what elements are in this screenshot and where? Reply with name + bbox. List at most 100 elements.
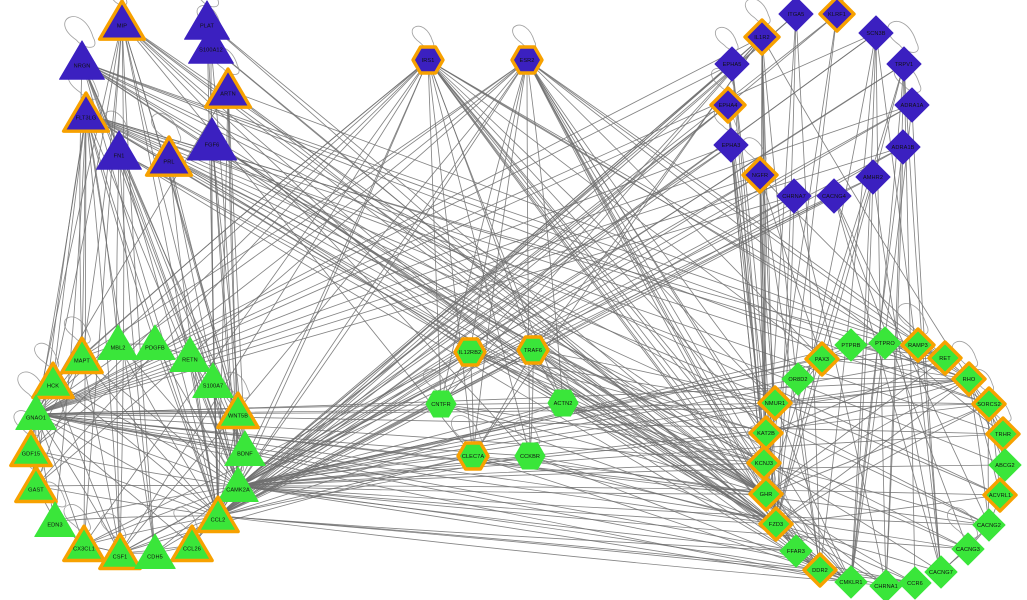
graph-node-ret[interactable] — [927, 340, 963, 376]
graph-node-scn3b[interactable] — [858, 15, 894, 51]
graph-node-fzd3[interactable] — [758, 506, 794, 542]
graph-node-epha3[interactable] — [713, 127, 749, 163]
graph-node-nmur1[interactable] — [757, 385, 793, 421]
graph-node-cx3cl1[interactable] — [62, 524, 106, 563]
graph-edge — [850, 146, 904, 583]
graph-edge — [35, 104, 913, 415]
graph-node-ccl26[interactable] — [170, 524, 214, 563]
graph-node-cacng7[interactable] — [924, 555, 958, 589]
graph-node-artn[interactable] — [203, 67, 253, 109]
graph-node-gnao1[interactable] — [15, 394, 57, 431]
graph-node-adra1b[interactable] — [885, 129, 921, 165]
graph-node-retn[interactable] — [169, 336, 211, 373]
graph-edge — [775, 494, 1001, 525]
graph-edge — [52, 381, 239, 487]
graph-node-bdnf[interactable] — [224, 430, 266, 467]
graph-node-traf6[interactable] — [516, 335, 550, 365]
graph-node-acvrl1[interactable] — [982, 477, 1018, 513]
graph-node-cntfr[interactable] — [425, 390, 457, 418]
graph-edge — [227, 89, 767, 495]
graph-node-ffar3[interactable] — [779, 534, 813, 568]
graph-node-gast[interactable] — [14, 465, 58, 504]
graph-edge — [237, 485, 821, 571]
graph-node-s100a12[interactable] — [188, 24, 234, 64]
graph-node-epha5[interactable] — [714, 46, 750, 82]
graph-edge — [775, 63, 905, 525]
graph-node-itga5[interactable] — [778, 0, 814, 32]
graph-node-epha4[interactable] — [709, 86, 747, 124]
graph-node-cacng3[interactable] — [951, 532, 985, 566]
graph-node-edn3[interactable] — [34, 501, 76, 538]
graph-node-ptpro[interactable] — [868, 326, 902, 360]
graph-node-s100a7[interactable] — [192, 362, 234, 399]
graph-edge — [119, 351, 471, 554]
graph-edge — [118, 151, 777, 525]
graph-edge — [833, 195, 942, 573]
graph-edge — [119, 21, 125, 554]
graph-edge — [427, 59, 474, 457]
graph-edge — [472, 59, 528, 457]
graph-node-trhr[interactable] — [985, 416, 1021, 452]
graph-node-wnt5b[interactable] — [216, 391, 260, 430]
graph-node-esr2[interactable] — [510, 45, 544, 75]
graph-node-il1r2[interactable] — [743, 18, 781, 56]
graph-edge — [761, 36, 970, 380]
graph-node-adra1a[interactable] — [894, 87, 930, 123]
graph-node-cacng2[interactable] — [972, 508, 1006, 542]
graph-edge — [168, 157, 765, 464]
graph-node-ptprb[interactable] — [834, 328, 868, 362]
graph-node-mbl2[interactable] — [97, 324, 139, 361]
graph-node-or8d2[interactable] — [781, 362, 815, 396]
graph-edge — [469, 351, 767, 434]
graph-node-cdh5[interactable] — [134, 533, 176, 570]
graph-node-prl[interactable] — [144, 135, 194, 177]
graph-node-trpv1[interactable] — [886, 46, 922, 82]
graph-node-ccl2[interactable] — [196, 495, 240, 534]
graph-node-ramp3[interactable] — [900, 327, 936, 363]
graph-edge — [469, 351, 767, 495]
graph-node-amhr2[interactable] — [855, 159, 891, 195]
graph-edge — [85, 113, 156, 345]
graph-node-clec7a[interactable] — [456, 441, 490, 471]
graph-node-camk2a[interactable] — [217, 466, 259, 503]
graph-node-ccr6[interactable] — [898, 566, 932, 600]
graph-node-flt3lg[interactable] — [61, 91, 111, 133]
graph-node-klrf1[interactable] — [818, 0, 856, 33]
graph-node-ddr2[interactable] — [802, 552, 838, 588]
graph-node-rho[interactable] — [951, 361, 987, 397]
graph-node-kat2b[interactable] — [748, 415, 784, 451]
graph-node-fn1[interactable] — [96, 130, 142, 170]
graph-node-cmklr1[interactable] — [834, 565, 868, 599]
graph-edge — [763, 462, 942, 573]
graph-edge — [85, 113, 119, 345]
graph-node-ghr[interactable] — [748, 476, 784, 512]
graph-node-ngfr[interactable] — [741, 156, 779, 194]
graph-node-mapt[interactable] — [60, 336, 104, 375]
self-loop-edge — [744, 0, 771, 25]
graph-node-irs1[interactable] — [411, 45, 445, 75]
graph-node-cckbr[interactable] — [514, 442, 546, 470]
graph-node-chrna1[interactable] — [869, 569, 903, 600]
graph-node-actn2[interactable] — [547, 389, 579, 417]
graph-node-cacng4[interactable] — [816, 178, 852, 214]
graph-node-csf1[interactable] — [98, 532, 142, 571]
graph-edge — [850, 176, 874, 583]
graph-edge — [81, 61, 777, 525]
graph-node-fgf6[interactable] — [186, 117, 238, 161]
nodes-layer[interactable] — [9, 0, 1022, 600]
graph-edge — [35, 413, 219, 517]
graph-node-mip[interactable] — [97, 0, 147, 41]
graph-node-pax3[interactable] — [804, 341, 840, 377]
graph-node-chrna7[interactable] — [776, 178, 812, 214]
graph-node-abcg2[interactable] — [988, 448, 1022, 482]
graph-node-nrgn[interactable] — [59, 40, 105, 80]
graph-node-sorcs2[interactable] — [971, 386, 1007, 422]
graph-node-il12rb2[interactable] — [453, 337, 487, 367]
graph-node-gdf15[interactable] — [9, 429, 53, 468]
graph-edge — [217, 455, 474, 517]
graph-node-pdgfb[interactable] — [134, 324, 176, 361]
graph-node-hck[interactable] — [31, 361, 75, 400]
graph-edge — [526, 59, 564, 404]
